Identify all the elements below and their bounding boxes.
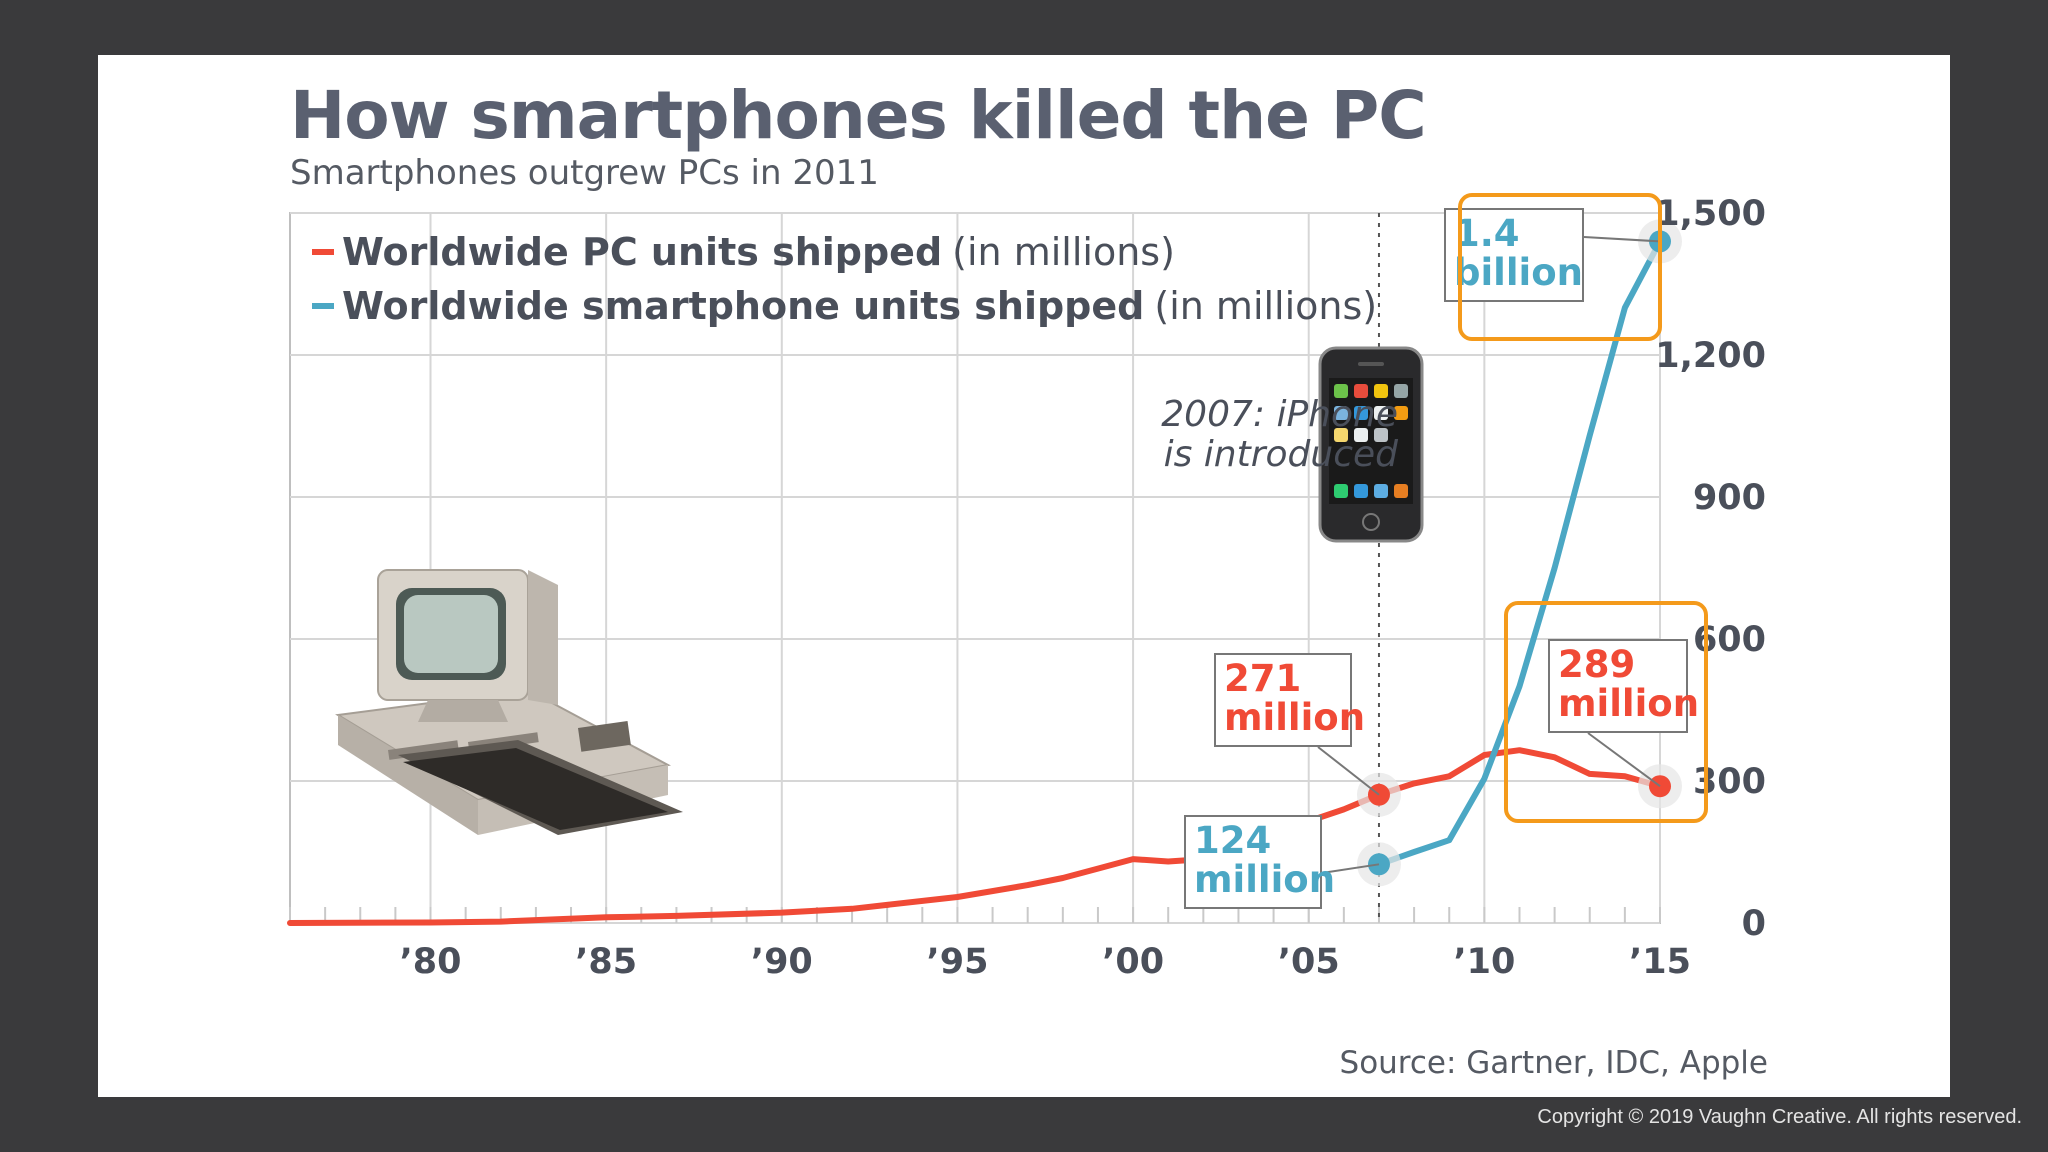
x-tick-label: ’85 xyxy=(575,942,637,982)
illustrations xyxy=(335,346,1424,835)
copyright-notice: Copyright © 2019 Vaughn Creative. All ri… xyxy=(1537,1106,2022,1128)
chart-grid xyxy=(289,212,1661,924)
callout-phone-2015-value: 1.4 xyxy=(1454,212,1520,255)
x-tick-label: ’90 xyxy=(751,942,813,982)
iphone-icon xyxy=(1318,346,1424,543)
callout-pc-2015-value: 289 xyxy=(1558,643,1636,686)
legend-swatch-smartphone xyxy=(312,303,334,309)
highlight-box-phone-2015 xyxy=(1458,193,1662,341)
iphone-annotation-line2: is introduced xyxy=(1163,434,1398,475)
leader-phone-2015 xyxy=(1583,236,1661,243)
x-tick-label: ’10 xyxy=(1453,942,1515,982)
callout-pc-2007: 271 million xyxy=(1214,653,1366,747)
axis-labels: 03006009001,2001,500’80’85’90’95’00’05’1… xyxy=(400,194,1766,982)
slide-card: 0 300 600 900 1,200 1,500’80’85’90’95’00’05’1… xyxy=(98,55,1950,1097)
legend-label-smartphone: Worldwide smartphone units shipped xyxy=(342,284,1145,328)
y-tick-label: 1,200 xyxy=(1655,336,1766,376)
iphone-annotation-line1: 2007: iPhone xyxy=(1161,394,1398,435)
callout-leaders xyxy=(1317,236,1661,874)
x-tick-label: ’05 xyxy=(1278,942,1340,982)
legend-item-smartphone: Worldwide smartphone units shipped (in m… xyxy=(312,279,1377,333)
legend-item-pc: Worldwide PC units shipped (in millions) xyxy=(312,225,1377,279)
callout-phone-2007-value: 124 xyxy=(1194,819,1272,862)
legend-label-pc: Worldwide PC units shipped xyxy=(342,230,943,274)
chart-subtitle: Smartphones outgrew PCs in 2011 xyxy=(290,153,879,193)
callout-pc-2015-unit: million xyxy=(1558,682,1700,725)
leader-pc-2015 xyxy=(1587,732,1661,788)
retro-computer-icon xyxy=(335,569,683,835)
highlight-box-pc-2015 xyxy=(1504,601,1708,823)
legend-unit-smartphone: (in millions) xyxy=(1154,284,1378,328)
x-tick-label: ’15 xyxy=(1629,942,1691,982)
callout-pc-2007-unit: million xyxy=(1224,696,1366,739)
legend-swatch-pc xyxy=(312,249,334,255)
callout-phone-2015: 1.4 billion xyxy=(1444,208,1584,302)
smartphone-series-line xyxy=(1376,238,1663,868)
callout-pc-2015: 289 million xyxy=(1548,639,1700,733)
iphone-annotation: 2007: iPhone is introduced xyxy=(1058,395,1398,475)
y-tick-label: 0 xyxy=(1742,904,1766,944)
x-tick-label: ’80 xyxy=(400,942,462,982)
callout-phone-2007-unit: million xyxy=(1194,858,1336,901)
source-note: Source: Gartner, IDC, Apple xyxy=(1339,1045,1768,1081)
y-tick-label: 900 xyxy=(1693,478,1766,518)
chart-title: How smartphones killed the PC xyxy=(290,77,1427,154)
legend-unit-pc: (in millions) xyxy=(952,230,1175,274)
line-chart: 03006009001,2001,500’80’85’90’95’00’05’1… xyxy=(287,194,1766,982)
leader-pc-2007 xyxy=(1317,746,1380,796)
legend: Worldwide PC units shipped (in millions)… xyxy=(312,225,1377,333)
leader-phone-2007 xyxy=(1321,863,1380,874)
callout-pc-2007-value: 271 xyxy=(1224,657,1302,700)
callout-phone-2007: 124 million xyxy=(1184,815,1336,909)
callout-phone-2015-unit: billion xyxy=(1454,251,1583,294)
y-tick-label: 1,500 xyxy=(1655,194,1766,234)
x-tick-label: ’00 xyxy=(1102,942,1164,982)
x-tick-label: ’95 xyxy=(926,942,988,982)
